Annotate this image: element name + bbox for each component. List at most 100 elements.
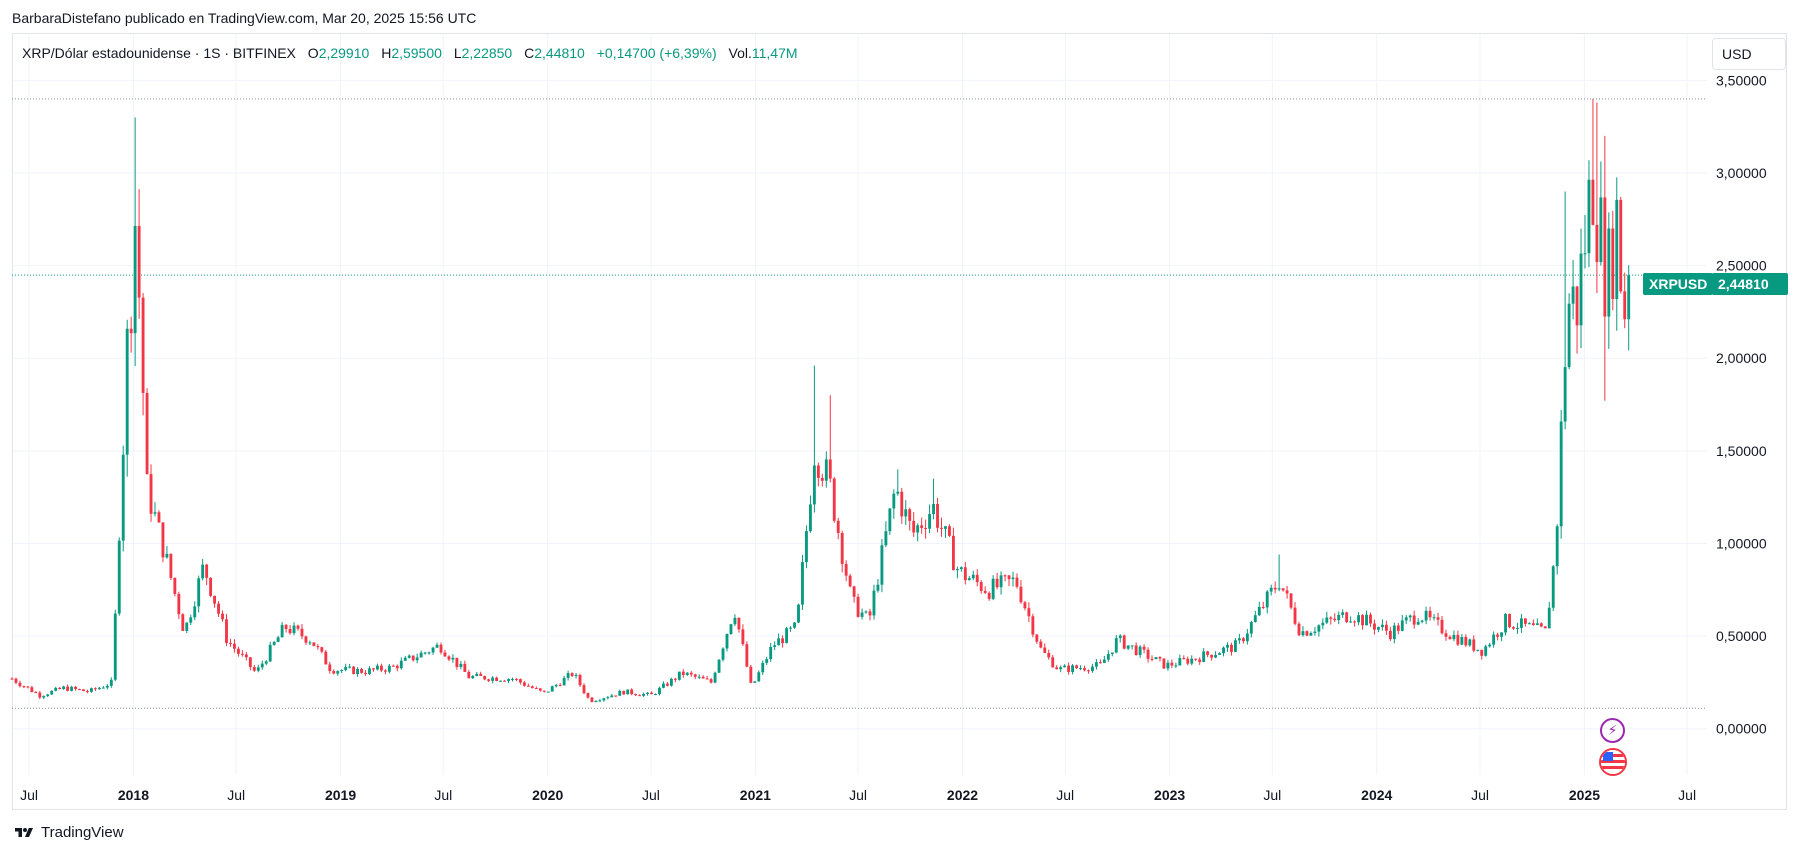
candle — [511, 677, 514, 682]
candle — [550, 685, 554, 692]
candle — [1126, 645, 1130, 651]
currency-button[interactable]: USD — [1712, 38, 1786, 70]
candle — [967, 575, 971, 581]
candle — [256, 664, 260, 673]
reference-lines — [12, 98, 1707, 709]
candle — [264, 660, 268, 666]
grid-layer — [12, 34, 1707, 775]
candle — [614, 695, 618, 698]
candle — [1329, 616, 1333, 625]
legend-symbol[interactable]: XRP/Dólar estadounidense · 1S · BITFINEX — [22, 45, 296, 61]
candle — [1404, 615, 1408, 625]
x-tick-label: Jul — [434, 787, 452, 803]
candle — [1512, 626, 1515, 630]
candle — [693, 673, 697, 680]
x-tick-label: 2019 — [325, 787, 356, 803]
candle — [1245, 629, 1249, 645]
candle — [1094, 659, 1098, 670]
candle — [161, 522, 165, 563]
candle — [240, 650, 244, 657]
us-flag-icon[interactable] — [1599, 748, 1627, 776]
candle — [1003, 574, 1007, 582]
candle — [387, 663, 391, 674]
candle — [1261, 601, 1265, 610]
candle — [1333, 613, 1337, 623]
candle — [526, 683, 530, 687]
candle — [1603, 135, 1607, 401]
candle — [1615, 177, 1619, 331]
candle — [1253, 610, 1257, 623]
candle — [280, 622, 284, 638]
candle — [1361, 614, 1364, 630]
x-tick-label: Jul — [227, 787, 245, 803]
candle — [606, 696, 610, 700]
candle — [221, 610, 224, 622]
candle — [443, 649, 447, 657]
candle — [1297, 621, 1301, 636]
candle — [316, 644, 320, 650]
candle — [1218, 652, 1221, 655]
candle — [332, 669, 336, 675]
x-tick-label: Jul — [849, 787, 867, 803]
candle — [1480, 649, 1484, 660]
candle — [1075, 664, 1078, 669]
candle — [1289, 592, 1293, 610]
candle — [356, 667, 360, 677]
candle — [70, 685, 74, 692]
y-tick-label: 2,00000 — [1716, 350, 1767, 366]
tradingview-logo[interactable]: TradingView — [12, 824, 124, 841]
candle — [407, 654, 411, 659]
candle — [1400, 615, 1404, 632]
lightning-icon[interactable]: ⚡ — [1600, 718, 1625, 743]
candle — [1170, 659, 1174, 669]
candle — [840, 530, 844, 573]
candle — [1563, 191, 1567, 430]
candle — [701, 675, 705, 679]
candle — [18, 680, 22, 688]
candle — [1198, 657, 1202, 665]
candle — [868, 608, 872, 621]
candle — [801, 554, 804, 611]
candle — [991, 575, 995, 601]
candle — [1293, 602, 1297, 626]
candle — [626, 689, 630, 695]
candle — [121, 445, 125, 552]
x-tick-label: 2025 — [1569, 787, 1600, 803]
legend-open-label: O — [307, 45, 319, 61]
candle — [268, 641, 272, 662]
candle — [1369, 612, 1372, 627]
candle — [165, 545, 169, 559]
candle — [1516, 622, 1519, 634]
candle — [185, 622, 189, 634]
candle — [1595, 102, 1599, 293]
candle — [1432, 613, 1436, 621]
candle — [499, 680, 503, 682]
candle — [884, 521, 888, 548]
candle — [515, 677, 518, 682]
candle — [1611, 210, 1615, 311]
x-tick-label: 2021 — [740, 787, 771, 803]
candle — [820, 473, 824, 487]
candle — [1412, 610, 1416, 629]
candle — [169, 553, 173, 581]
candle — [276, 635, 280, 642]
candle — [658, 686, 661, 696]
candle — [62, 685, 66, 690]
candle — [1396, 622, 1400, 635]
candle — [1527, 622, 1531, 625]
candle — [368, 666, 371, 675]
candle — [534, 686, 538, 690]
candle — [832, 476, 836, 523]
candle — [14, 677, 18, 685]
candle — [336, 670, 340, 676]
candle — [1349, 616, 1353, 623]
candle — [229, 638, 232, 647]
candle — [1190, 655, 1194, 666]
candle — [1241, 637, 1245, 644]
candle — [129, 316, 133, 353]
legend-close-value: 2,44810 — [534, 45, 585, 61]
candle — [82, 689, 85, 692]
candle — [1035, 633, 1039, 644]
axis-labels: 0,00000 0,50000 1,00000 1,50000 2,00000 2,500… — [20, 72, 1767, 803]
